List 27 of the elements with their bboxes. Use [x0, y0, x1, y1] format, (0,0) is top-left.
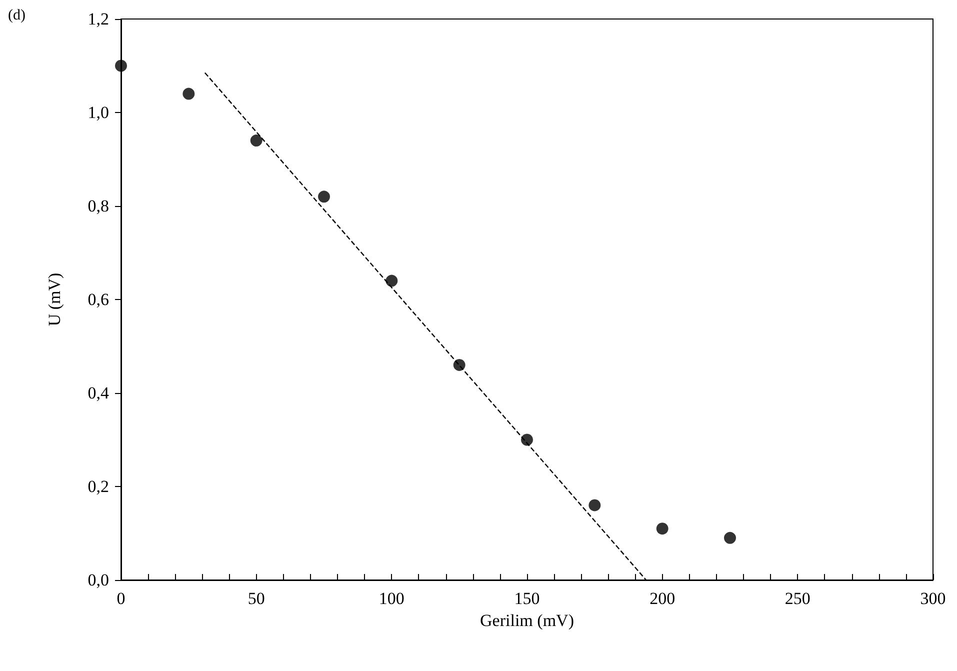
x-tick-label: 100: [378, 589, 404, 608]
point: [182, 88, 195, 100]
x-tick-label: 250: [784, 589, 810, 608]
point: [386, 274, 398, 287]
x-tick-label: 0: [116, 589, 126, 608]
point: [453, 358, 466, 371]
y-tick-label: 0,4: [88, 384, 110, 402]
y-tick-label: 0,6: [88, 290, 109, 309]
x-tick-label: 300: [920, 589, 946, 608]
y-tick-label: 1,0: [88, 103, 109, 122]
point: [656, 522, 668, 535]
y-tick-label: 1,2: [88, 10, 109, 28]
point: [724, 532, 736, 544]
y-tick-label: 0,0: [88, 570, 109, 590]
y-axis-title: U (mV): [45, 272, 64, 326]
x-tick-label: 200: [650, 589, 676, 608]
point: [115, 60, 127, 72]
point: [588, 499, 601, 512]
x-tick-label: 50: [248, 589, 265, 608]
text: (d): [8, 8, 26, 24]
point: [250, 134, 262, 147]
y-tick-label: 0,2: [88, 477, 109, 496]
point: [318, 190, 330, 203]
x-tick-label: 150: [514, 589, 540, 608]
point: [521, 434, 533, 446]
x-axis-title: Gerilim (mV): [480, 610, 574, 630]
y-tick-label: 0,8: [88, 196, 109, 216]
